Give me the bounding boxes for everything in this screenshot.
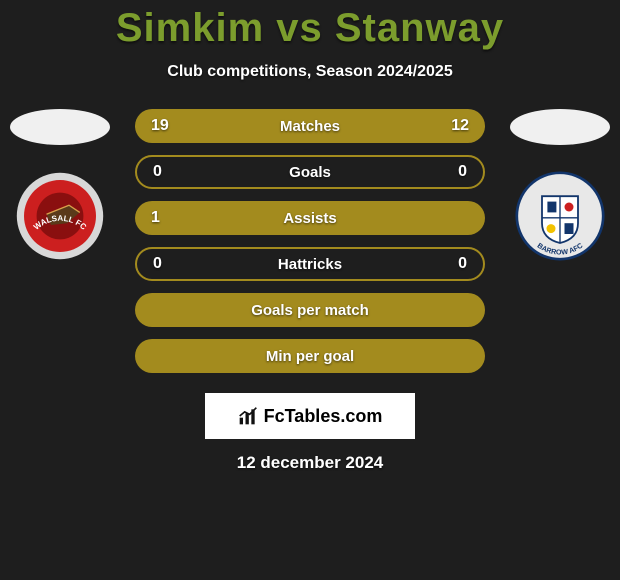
stat-row: Goals per match [135,293,485,327]
chart-icon [238,406,258,426]
stat-label: Min per goal [266,348,354,365]
player-right-crest: BARROW AFC [515,171,605,261]
content-area: WALSALL FC BARROW AFC 19Matches120Goals0… [0,109,620,473]
comparison-card: Simkim vs Stanway Club competitions, Sea… [0,6,620,580]
stat-label: Goals per match [251,302,369,319]
stat-label: Hattricks [278,256,342,273]
crest-left-svg: WALSALL FC [15,171,105,261]
stat-left-value: 0 [153,255,162,273]
player-left-column: WALSALL FC [0,109,120,261]
stat-label: Matches [280,118,340,135]
stat-right-value: 0 [458,163,467,181]
stat-right-value: 0 [458,255,467,273]
stat-row: 0 Hattricks 0 [135,247,485,281]
date-label: 12 december 2024 [0,453,620,473]
stat-row: 0 Goals 0 [135,155,485,189]
stat-right-value: 12 [451,117,469,135]
stat-left-value: 0 [153,163,162,181]
player-right-photo [510,109,610,145]
stat-left-value: 19 [151,117,169,135]
stat-row: 19 Matches 12 [135,109,485,143]
player-left-crest: WALSALL FC [15,171,105,261]
watermark-text: FcTables.com [264,406,383,427]
stat-row: 1 Assists [135,201,485,235]
crest-right-svg: BARROW AFC [515,171,605,261]
page-title: Simkim vs Stanway [0,6,620,51]
player-left-photo [10,109,110,145]
stat-label: Goals [289,164,331,181]
watermark: FcTables.com [205,393,415,439]
stat-left-value: 1 [151,209,160,227]
page-subtitle: Club competitions, Season 2024/2025 [0,63,620,81]
stat-rows: 19 Matches 12 0 Goals 0 1 Assists 0 Hattricks 0 Goa… [135,109,485,373]
stat-row: Min per goal [135,339,485,373]
player-right-column: BARROW AFC [500,109,620,261]
stat-label: Assists [283,210,336,227]
